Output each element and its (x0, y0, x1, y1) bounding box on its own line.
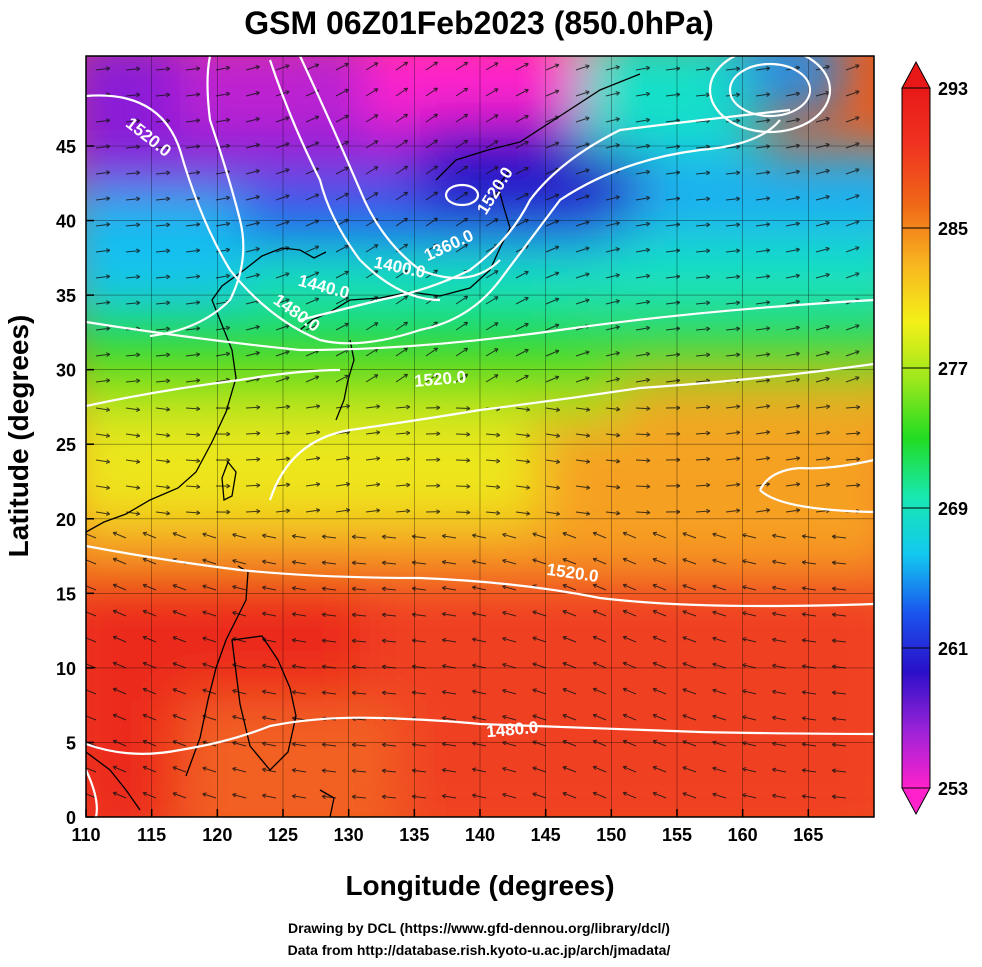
temperature-field: 1520.01520.01360.01400.01440.01480.01520… (86, 56, 874, 817)
credit-data: Data from http://database.rish.kyoto-u.a… (288, 942, 671, 958)
y-tick-label: 10 (56, 659, 76, 679)
x-tick-label: 155 (662, 825, 692, 845)
colorbar-tick-label: 253 (938, 779, 968, 799)
x-tick-label: 115 (137, 825, 166, 845)
x-tick-label: 160 (728, 825, 758, 845)
y-tick-label: 20 (56, 510, 76, 530)
x-tick-label: 145 (531, 825, 561, 845)
x-tick-label: 110 (71, 825, 100, 845)
colorbar-bottom-arrow (901, 787, 931, 816)
y-tick-label: 30 (56, 361, 76, 381)
coastlines (86, 73, 641, 817)
colorbar-ticks: 253 261 269 277 285 293 (902, 79, 968, 799)
y-tick-label: 0 (66, 808, 76, 828)
x-tick-label: 150 (596, 825, 626, 845)
colorbar-gradient (901, 87, 931, 789)
y-axis-label: Latitude (degrees) (3, 315, 34, 558)
colorbar-tick-label: 285 (938, 219, 968, 239)
y-tick-label: 5 (66, 733, 76, 753)
y-axis-ticks: 0 5 10 15 20 25 30 35 40 45 (56, 137, 94, 828)
wind-vectors (86, 61, 861, 800)
x-tick-label: 165 (793, 825, 823, 845)
colorbar-tick-label: 261 (938, 639, 968, 659)
y-tick-label: 40 (56, 212, 76, 232)
height-contours (86, 56, 874, 817)
contour-label: 1520.0 (413, 367, 466, 390)
x-tick-label: 120 (202, 825, 232, 845)
credit-drawing: Drawing by DCL (https://www.gfd-dennou.o… (288, 920, 670, 936)
colorbar-tick-label: 293 (938, 79, 968, 99)
y-tick-label: 45 (56, 137, 76, 157)
x-axis-label: Longitude (degrees) (345, 870, 614, 901)
colorbar: 253 261 269 277 285 293 (901, 60, 968, 816)
x-axis-ticks: 110 115 120 125 130 135 140 145 150 155 160 165 (71, 809, 823, 845)
y-tick-label: 35 (56, 286, 76, 306)
wind-vector-arrows (86, 61, 861, 800)
contour-label: 1480.0 (486, 718, 539, 741)
x-tick-label: 140 (465, 825, 495, 845)
x-tick-label: 125 (268, 825, 298, 845)
chart-title: GSM 06Z01Feb2023 (850.0hPa) (244, 5, 714, 41)
colorbar-top-arrow (901, 60, 931, 89)
x-tick-label: 135 (399, 825, 429, 845)
y-tick-label: 15 (56, 584, 76, 604)
y-tick-label: 25 (56, 435, 76, 455)
colorbar-tick-label: 277 (938, 359, 968, 379)
colorbar-tick-label: 269 (938, 499, 968, 519)
x-tick-label: 130 (334, 825, 364, 845)
